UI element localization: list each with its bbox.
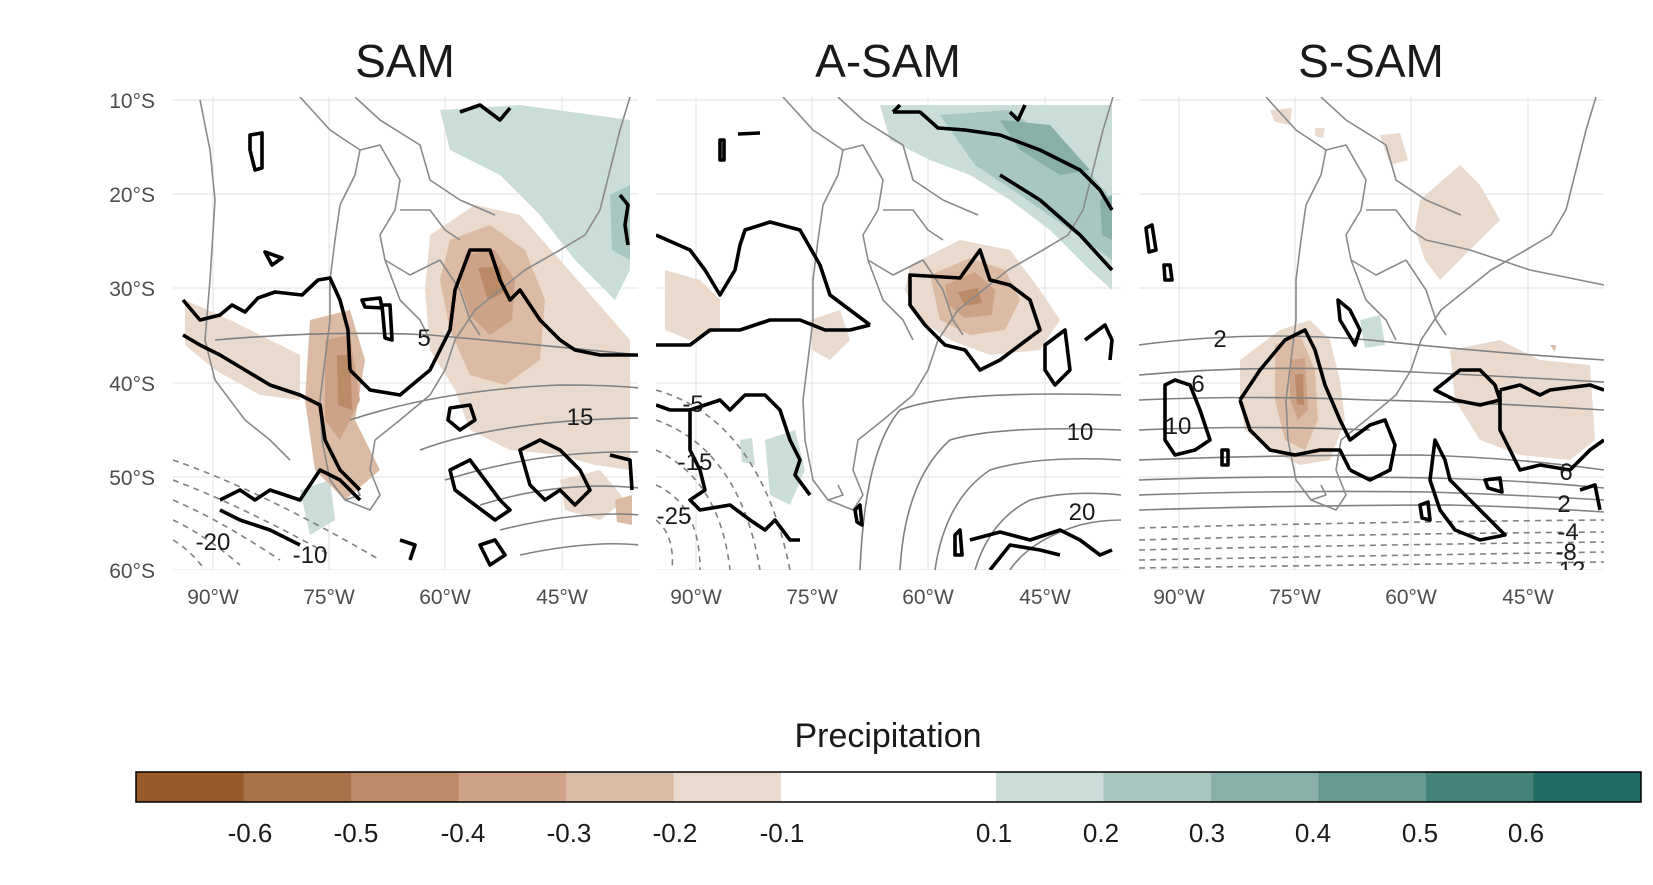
contour-label: -10: [293, 542, 328, 569]
lon-tick: 90°W: [670, 586, 722, 609]
contour-label: -8: [1555, 539, 1576, 566]
colorbar-swatch: [351, 772, 459, 802]
contour-label: 10: [1165, 413, 1192, 440]
lon-tick: 75°W: [1269, 586, 1321, 609]
lon-axis: 90°W 75°W 60°W 45°W: [670, 586, 1071, 609]
colorbar-tick-label: -0.4: [441, 818, 486, 848]
lon-tick: 60°W: [1385, 586, 1437, 609]
contour-label: 6: [1559, 459, 1572, 486]
lat-tick: 30°S: [109, 278, 155, 301]
panel-title: A-SAM: [815, 35, 961, 87]
colorbar-frame: [135, 771, 1642, 803]
colorbar-swatch: [781, 772, 889, 802]
contour-label: -25: [657, 503, 692, 530]
colorbar-tick-label: -0.3: [547, 818, 592, 848]
colorbar-swatch: [458, 772, 567, 802]
colorbar-swatch: [673, 772, 782, 802]
contour-label: 2: [1213, 326, 1226, 353]
lon-tick: 75°W: [786, 586, 838, 609]
colorbar-tick-label: 0.2: [1083, 818, 1119, 848]
lon-tick: 75°W: [303, 586, 355, 609]
colorbar-swatch: [136, 772, 244, 802]
colorbar-swatch: [996, 772, 1104, 802]
colorbar-swatch: [888, 772, 997, 802]
lon-axis: 90°W 75°W 60°W 45°W: [187, 586, 588, 609]
lat-tick: 20°S: [109, 184, 155, 207]
contour-label: 20: [1069, 499, 1096, 526]
contour-label: 6: [1191, 371, 1204, 398]
panel-title: SAM: [355, 35, 455, 87]
panel-a-sam: A-SAM: [656, 35, 1121, 609]
legend-title: Precipitation: [794, 717, 981, 755]
colorbar-swatch: [1211, 772, 1319, 802]
colorbar-swatch: [1318, 772, 1427, 802]
pressure-contours: [656, 389, 1121, 570]
colorbar-ticks: -0.6 -0.5 -0.4 -0.3 -0.2 -0.1 0.1 0.2 0.…: [228, 818, 1544, 848]
panel-sam: SAM: [109, 35, 638, 609]
precip-shading: [665, 105, 1112, 505]
lon-tick: 90°W: [187, 586, 239, 609]
colorbar-legend: Precipitation -0.6 -0.5 -0.4 -0.3 -0.2 -…: [135, 717, 1642, 848]
colorbar-swatch: [1426, 772, 1534, 802]
contour-label: -20: [196, 529, 231, 556]
colorbar-swatch: [243, 772, 352, 802]
contour-label: 15: [567, 404, 594, 431]
colorbar-swatch: [566, 772, 674, 802]
lon-axis: 90°W 75°W 60°W 45°W: [1153, 586, 1554, 609]
colorbar-tick-label: -0.1: [760, 818, 805, 848]
coastlines: [782, 97, 1114, 511]
lat-tick: 10°S: [109, 90, 155, 113]
colorbar-tick-label: 0.5: [1402, 818, 1438, 848]
significance-contours: [656, 103, 1114, 570]
lon-tick: 60°W: [902, 586, 954, 609]
contour-label: -15: [678, 449, 713, 476]
significance-contours: [1144, 223, 1604, 542]
lon-tick: 60°W: [419, 586, 471, 609]
colorbar-tick-label: -0.2: [653, 818, 698, 848]
colorbar-swatch: [1533, 772, 1642, 802]
lat-tick: 60°S: [109, 560, 155, 583]
panel-title: S-SAM: [1298, 35, 1444, 87]
lat-tick: 40°S: [109, 373, 155, 396]
colorbar: [136, 772, 1642, 802]
significance-contours: [181, 103, 638, 567]
precip-shading: [1240, 108, 1595, 465]
lon-tick: 45°W: [1019, 586, 1071, 609]
lon-tick: 90°W: [1153, 586, 1205, 609]
pressure-contours: [1139, 335, 1604, 569]
coastlines: [199, 97, 631, 511]
lat-axis: 10°S 20°S 30°S 40°S 50°S 60°S: [109, 90, 155, 583]
lon-tick: 45°W: [1502, 586, 1554, 609]
contour-label: -12: [1551, 557, 1586, 584]
contour-label: 2: [1557, 491, 1570, 518]
contour-label: 5: [417, 325, 430, 352]
colorbar-tick-label: 0.4: [1295, 818, 1331, 848]
colorbar-tick-label: -0.5: [334, 818, 379, 848]
contour-label: -5: [682, 391, 703, 418]
colorbar-tick-label: 0.1: [976, 818, 1012, 848]
lat-tick: 50°S: [109, 467, 155, 490]
panel-s-sam: S-SAM: [1139, 35, 1604, 609]
contour-label: -4: [1557, 519, 1578, 546]
colorbar-tick-label: 0.6: [1508, 818, 1544, 848]
lon-tick: 45°W: [536, 586, 588, 609]
contour-label: 10: [1067, 419, 1094, 446]
colorbar-tick-label: -0.6: [228, 818, 273, 848]
precip-shading: [185, 105, 632, 535]
coastlines: [1265, 97, 1604, 511]
colorbar-tick-label: 0.3: [1189, 818, 1225, 848]
colorbar-swatch: [1103, 772, 1212, 802]
